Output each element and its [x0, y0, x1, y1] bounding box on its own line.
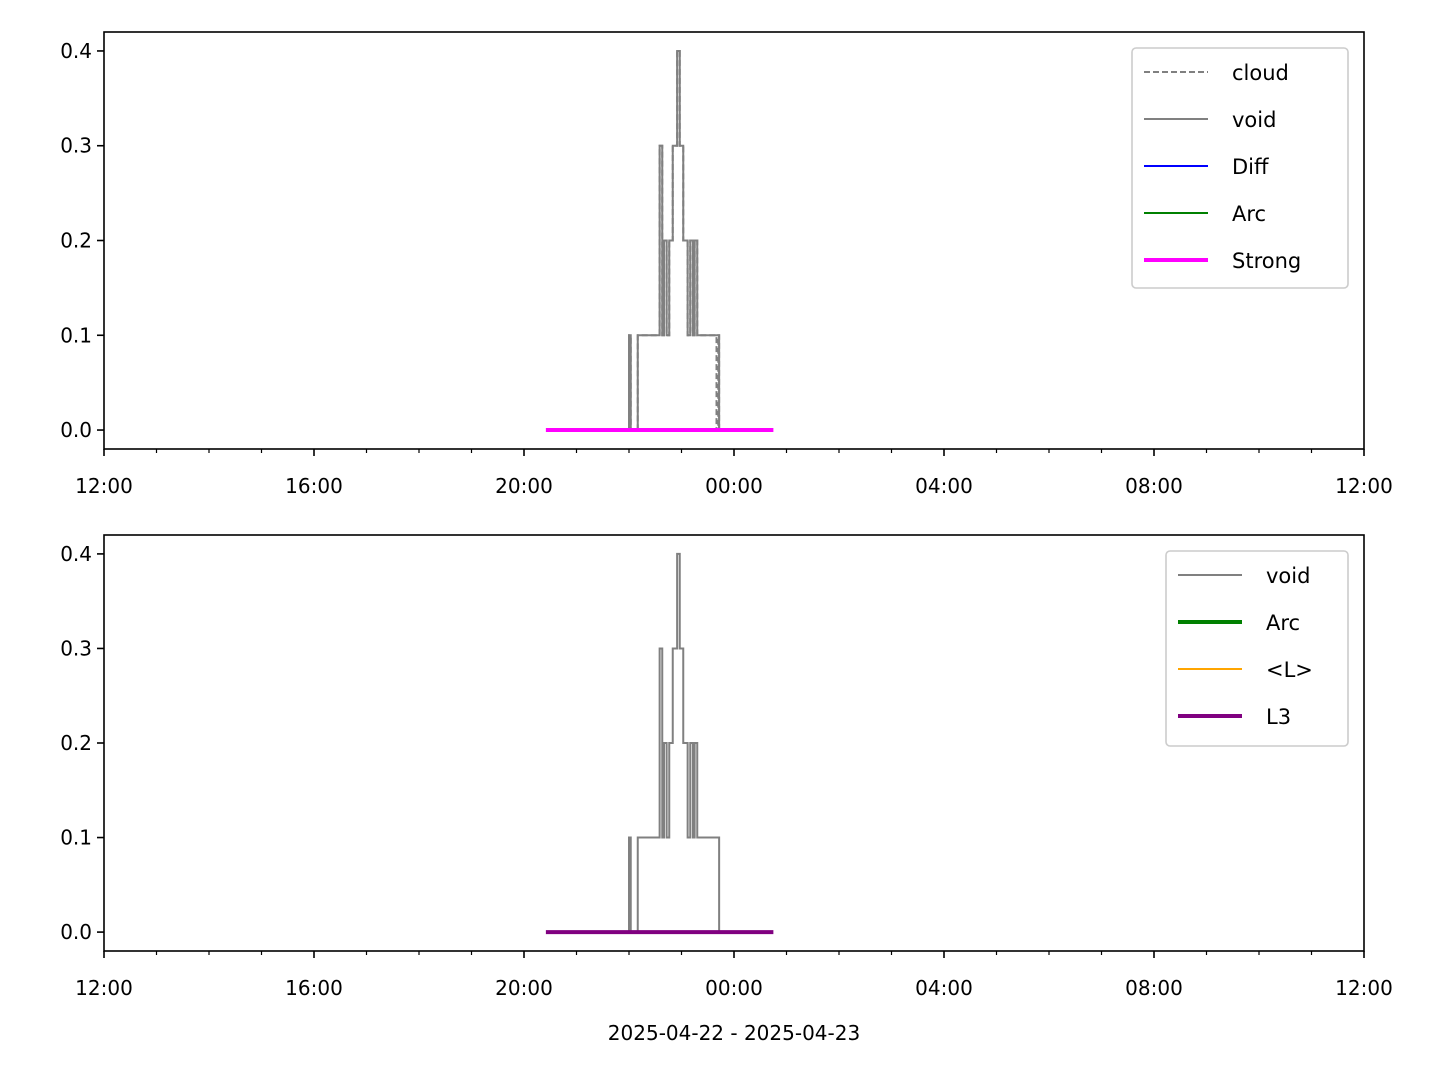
- legend-box: [1165, 550, 1349, 747]
- legend-label-cloud: cloud: [1232, 61, 1289, 85]
- legend-label-l3: L3: [1266, 705, 1291, 729]
- legend-label-diff: Diff: [1232, 155, 1269, 179]
- legend-label-arc: Arc: [1232, 202, 1266, 226]
- y-tick-label: 0.1: [60, 826, 92, 850]
- x-tick-label: 04:00: [915, 976, 973, 1000]
- series-line-void: [628, 49, 721, 432]
- y-tick-label: 0.4: [60, 39, 92, 63]
- top-subplot: 0.0 0.1 0.2 0.3 0.4 12:00 16:00 20:00 00:00 04:00…: [60, 31, 1393, 498]
- bottom-subplot: 0.0 0.1 0.2 0.3 0.4 12:00 16:00 20:00 00:00 04:00…: [60, 534, 1393, 1000]
- x-tick-label: 12:00: [1335, 976, 1393, 1000]
- x-tick-label: 12:00: [75, 474, 133, 498]
- bottom-x-axis-label: 2025-04-22 - 2025-04-23: [608, 1021, 860, 1045]
- x-tick-label: 16:00: [285, 976, 343, 1000]
- x-tick-label: 04:00: [915, 474, 973, 498]
- legend-label-strong: Strong: [1232, 249, 1301, 273]
- legend-label-void: void: [1232, 108, 1276, 132]
- y-tick-label: 0.3: [60, 636, 92, 660]
- y-tick-label: 0.0: [60, 920, 92, 944]
- legend-box: [1131, 47, 1349, 289]
- x-tick-label: 12:00: [75, 976, 133, 1000]
- legend-label-arc: Arc: [1266, 611, 1300, 635]
- x-tick-label: 08:00: [1125, 976, 1183, 1000]
- legend: void Arc <L> L3: [1165, 550, 1349, 747]
- y-tick-label: 0.4: [60, 542, 92, 566]
- y-tick-label: 0.3: [60, 134, 92, 158]
- legend-label-void: void: [1266, 564, 1310, 588]
- series-line-void: [628, 552, 721, 934]
- x-tick-label: 00:00: [705, 474, 763, 498]
- x-tick-label: 20:00: [495, 976, 553, 1000]
- legend: cloud void Diff Arc Strong: [1131, 47, 1349, 289]
- y-tick-label: 0.2: [60, 731, 92, 755]
- y-tick-label: 0.1: [60, 323, 92, 347]
- x-tick-label: 16:00: [285, 474, 343, 498]
- x-tick-label: 20:00: [495, 474, 553, 498]
- x-tick-label: 12:00: [1335, 474, 1393, 498]
- y-tick-label: 0.0: [60, 418, 92, 442]
- x-tick-label: 08:00: [1125, 474, 1183, 498]
- legend-label-l: <L>: [1266, 658, 1313, 682]
- x-tick-label: 00:00: [705, 976, 763, 1000]
- y-tick-label: 0.2: [60, 229, 92, 253]
